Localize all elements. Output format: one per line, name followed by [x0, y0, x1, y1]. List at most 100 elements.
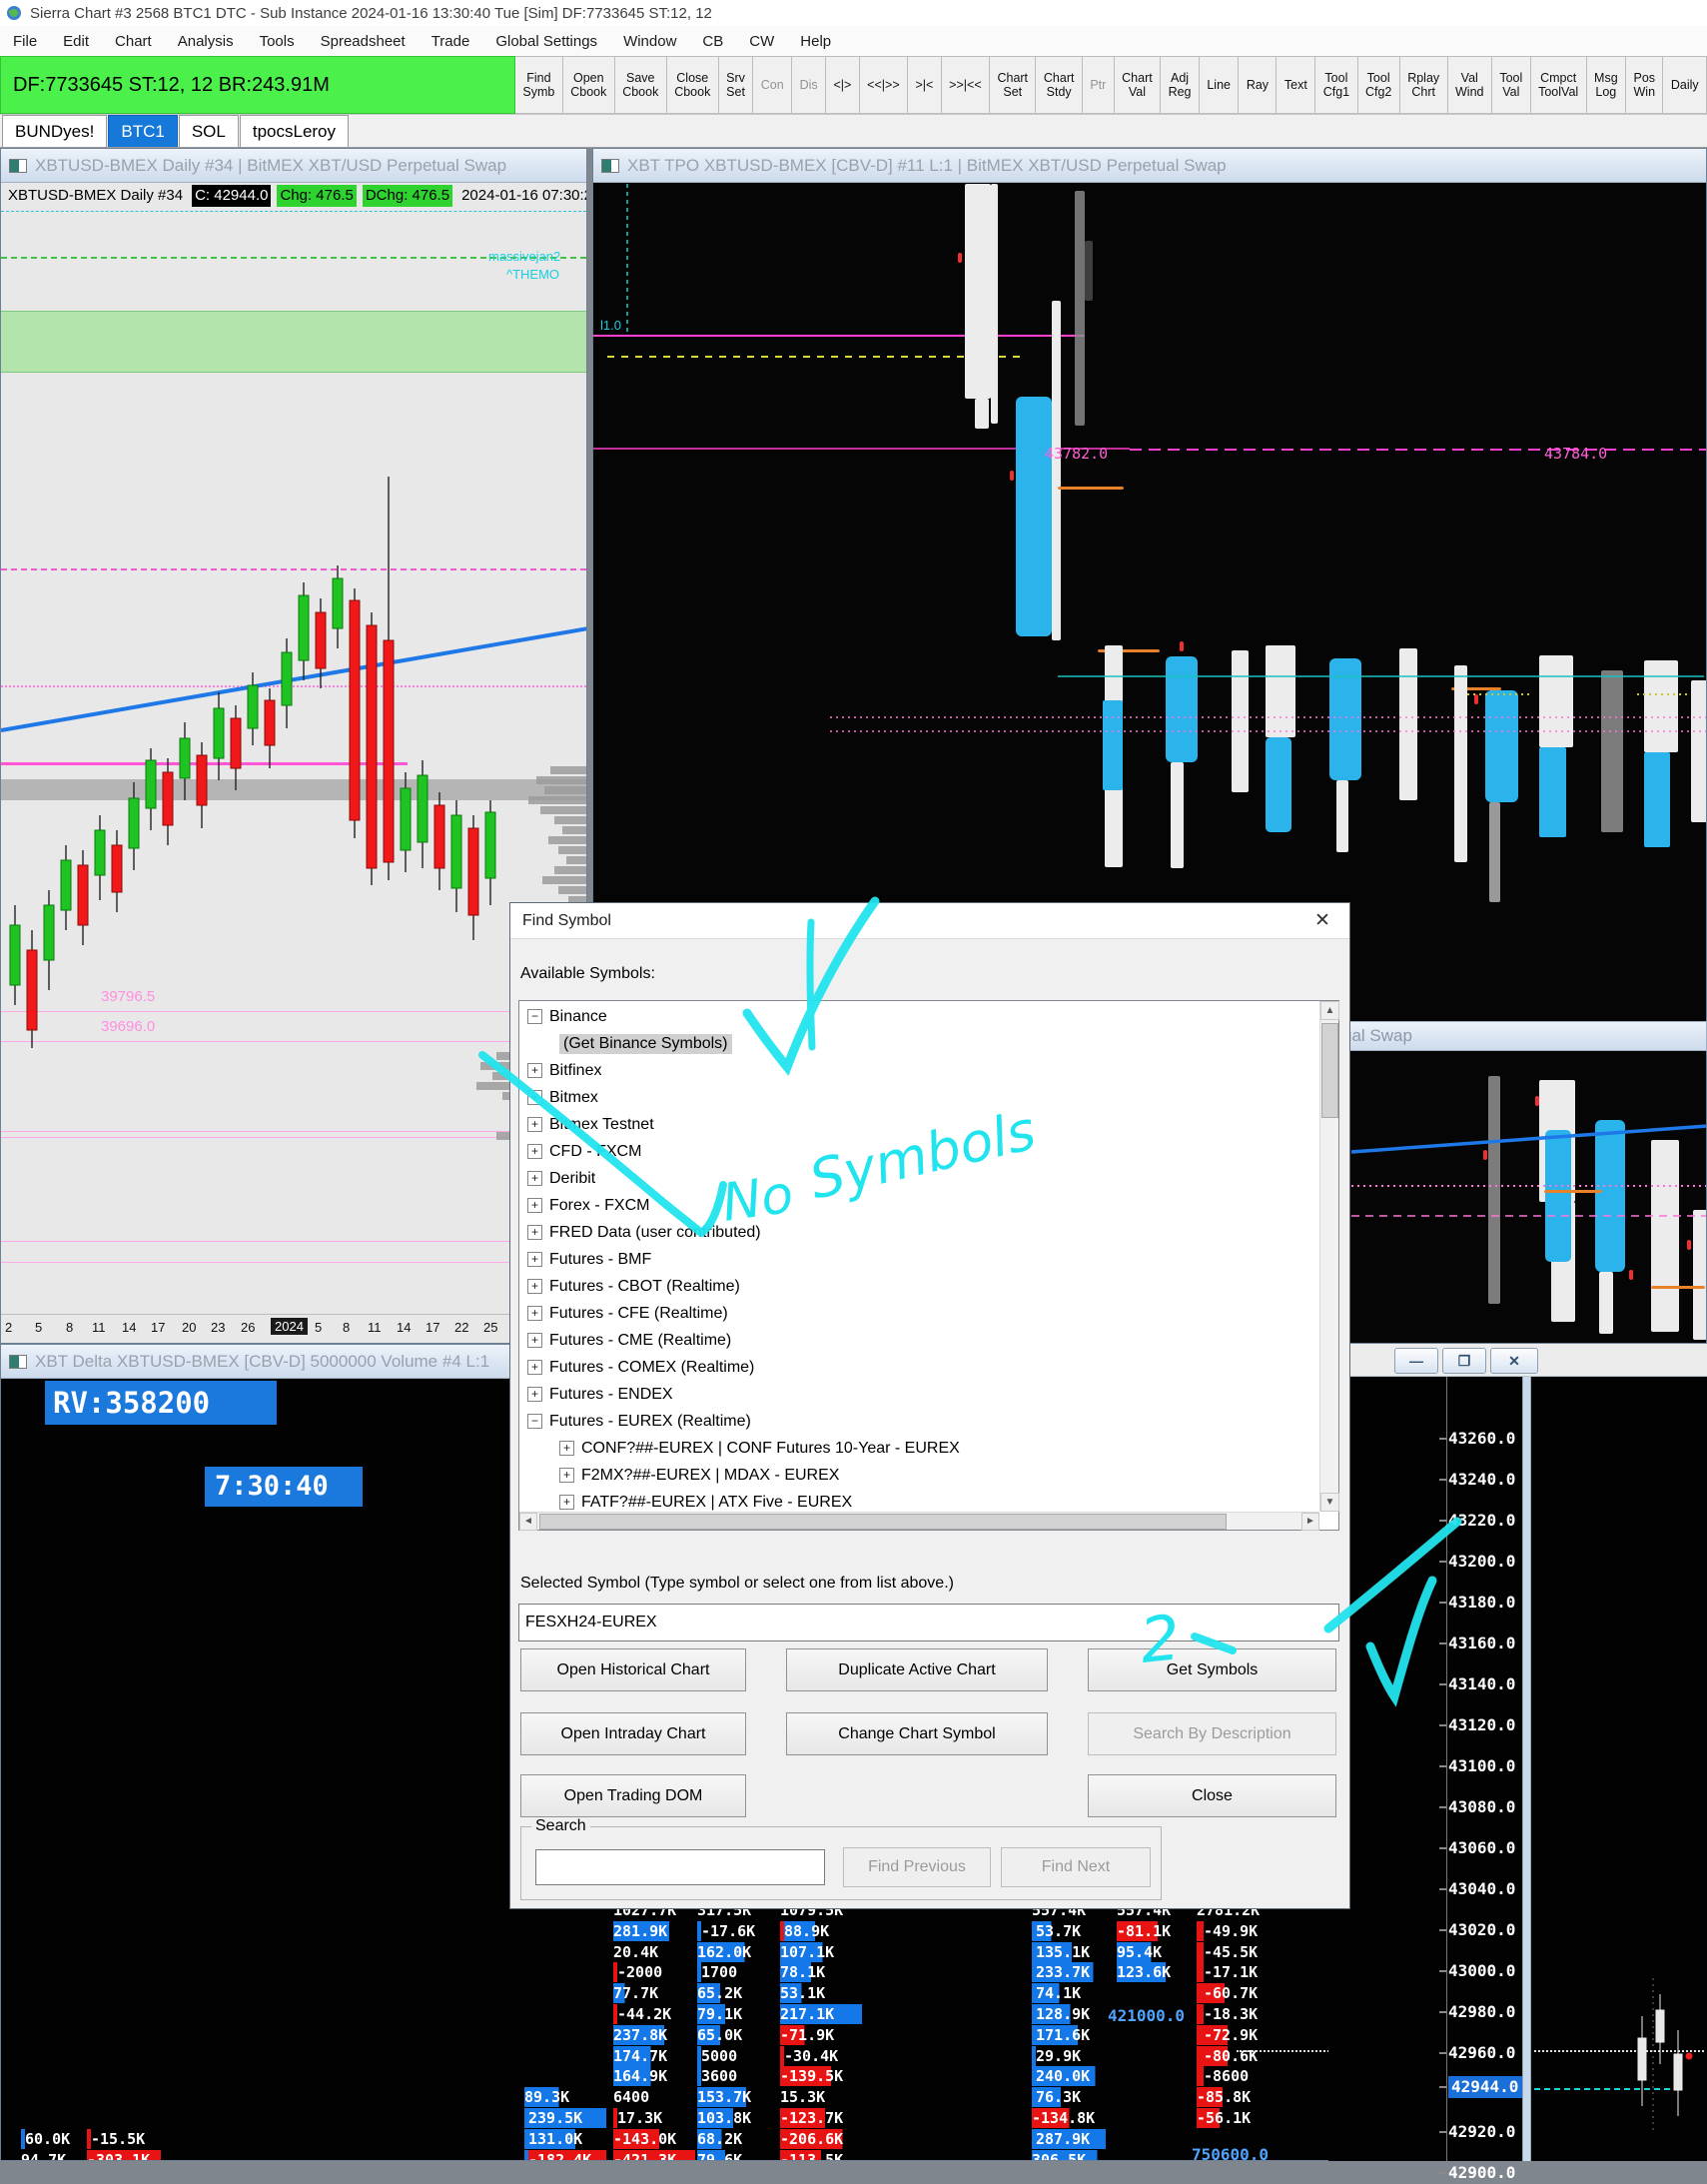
tab-bundyes[interactable]: BUNDyes!	[2, 115, 108, 147]
expand-icon[interactable]: +	[527, 1117, 542, 1132]
daily-window-title-bar[interactable]: XBTUSD-BMEX Daily #34 | BitMEX XBT/USD P…	[1, 149, 586, 183]
toolbar-button-tool-cfg1[interactable]: Tool Cfg1	[1315, 56, 1358, 114]
background-window-title-fragment[interactable]: ual Swap	[1331, 1021, 1707, 1051]
change-chart-symbol-button[interactable]: Change Chart Symbol	[786, 1712, 1048, 1755]
tree-item[interactable]: + Futures - BMF	[519, 1246, 1318, 1273]
close-button[interactable]: Close	[1088, 1774, 1336, 1817]
expand-icon[interactable]: +	[527, 1306, 542, 1321]
selected-symbol-input[interactable]	[518, 1604, 1339, 1641]
close-button[interactable]: ✕	[1490, 1348, 1538, 1374]
toolbar-button-val-wind[interactable]: Val Wind	[1447, 56, 1492, 114]
expand-icon[interactable]: +	[527, 1360, 542, 1375]
get-symbols-button[interactable]: Get Symbols	[1088, 1648, 1336, 1691]
scroll-left-icon[interactable]: ◄	[519, 1513, 537, 1531]
toolbar-button-srv-set[interactable]: Srv Set	[718, 56, 754, 114]
toolbar-button-ptr[interactable]: Ptr	[1082, 56, 1115, 114]
collapse-icon[interactable]: −	[527, 1414, 542, 1429]
tree-item[interactable]: (Get Binance Symbols)	[519, 1030, 1318, 1057]
toolbar-button-msg-log[interactable]: Msg Log	[1586, 56, 1627, 114]
dialog-close-icon[interactable]: ✕	[1314, 910, 1330, 931]
tree-item[interactable]: + FATF?##-EUREX | ATX Five - EUREX	[519, 1489, 1318, 1512]
tree-item[interactable]: − Futures - EUREX (Realtime)	[519, 1408, 1318, 1435]
collapse-icon[interactable]: −	[527, 1009, 542, 1024]
toolbar-button-save-cbook[interactable]: Save Cbook	[614, 56, 667, 114]
search-input[interactable]	[535, 1849, 825, 1885]
toolbar-button-text[interactable]: Text	[1277, 56, 1316, 114]
symbol-list-box[interactable]: − Binance (Get Binance Symbols) + Bitfinex + B…	[518, 1000, 1339, 1531]
tree-item[interactable]: + Futures - COMEX (Realtime)	[519, 1354, 1318, 1381]
expand-icon[interactable]: +	[559, 1495, 574, 1510]
menu-item-tools[interactable]: Tools	[259, 32, 295, 50]
expand-icon[interactable]: +	[527, 1198, 542, 1213]
toolbar-button-tool-val[interactable]: Tool Val	[1491, 56, 1531, 114]
tab-btc1[interactable]: BTC1	[108, 115, 178, 147]
daily-chart-body[interactable]: XBTUSD-BMEX Daily #34 C: 42944.0 Chg: 47…	[1, 183, 586, 1343]
find-next-button[interactable]: Find Next	[1001, 1847, 1151, 1887]
tab-sol[interactable]: SOL	[178, 115, 239, 147]
toolbar-button->>|<<[interactable]: >>|<<	[941, 56, 991, 114]
toolbar-button-pos-win[interactable]: Pos Win	[1626, 56, 1664, 114]
expand-icon[interactable]: +	[559, 1468, 574, 1483]
find-previous-button[interactable]: Find Previous	[843, 1847, 991, 1887]
tab-tpocsleroy[interactable]: tpocsLeroy	[239, 115, 350, 147]
toolbar-button-cmpct-toolval[interactable]: Cmpct ToolVal	[1530, 56, 1587, 114]
toolbar-button-open-cbook[interactable]: Open Cbook	[562, 56, 615, 114]
toolbar-button-find-symb[interactable]: Find Symb	[515, 56, 563, 114]
menu-item-cb[interactable]: CB	[702, 32, 724, 50]
hscroll-thumb[interactable]	[539, 1514, 1227, 1530]
menu-item-window[interactable]: Window	[623, 32, 677, 50]
expand-icon[interactable]: +	[527, 1144, 542, 1159]
expand-icon[interactable]: +	[527, 1333, 542, 1348]
toolbar-button-chart-set[interactable]: Chart Set	[990, 56, 1037, 114]
tree-item[interactable]: + Futures - ENDEX	[519, 1381, 1318, 1408]
vertical-scrollbar[interactable]: ▲ ▼	[1319, 1001, 1339, 1512]
tree-item[interactable]: + F2MX?##-EUREX | MDAX - EUREX	[519, 1462, 1318, 1489]
toolbar-button-tool-cfg2[interactable]: Tool Cfg2	[1357, 56, 1400, 114]
expand-icon[interactable]: +	[527, 1171, 542, 1186]
expand-icon[interactable]: +	[559, 1441, 574, 1456]
dom-chart-body[interactable]: 43260.0 43240.0 43220.0 43200.0 43180.0 43160…	[1328, 1377, 1707, 2182]
expand-icon[interactable]: +	[527, 1090, 542, 1105]
menu-item-file[interactable]: File	[13, 32, 38, 50]
open-trading-dom-button[interactable]: Open Trading DOM	[520, 1774, 746, 1817]
toolbar-button-con[interactable]: Con	[753, 56, 793, 114]
menu-item-analysis[interactable]: Analysis	[177, 32, 234, 50]
tree-item[interactable]: + Futures - CBOT (Realtime)	[519, 1273, 1318, 1300]
expand-icon[interactable]: +	[527, 1225, 542, 1240]
toolbar-button-<<|>>[interactable]: <<|>>	[859, 56, 909, 114]
toolbar-button-adj-reg[interactable]: Adj Reg	[1161, 56, 1200, 114]
menu-item-cw[interactable]: CW	[749, 32, 775, 50]
menu-item-help[interactable]: Help	[800, 32, 832, 50]
tree-item[interactable]: + CFD - FXCM	[519, 1138, 1318, 1165]
minimize-button[interactable]: —	[1394, 1348, 1438, 1374]
toolbar-button-daily[interactable]: Daily	[1663, 56, 1707, 114]
expand-icon[interactable]: +	[527, 1252, 542, 1267]
dialog-title-bar[interactable]: Find Symbol ✕	[510, 903, 1349, 939]
toolbar-button-chart-val[interactable]: Chart Val	[1114, 56, 1162, 114]
tree-item[interactable]: + CONF?##-EUREX | CONF Futures 10-Year - …	[519, 1435, 1318, 1462]
expand-icon[interactable]: +	[527, 1279, 542, 1294]
menu-item-global-settings[interactable]: Global Settings	[495, 32, 598, 50]
toolbar-button-rplay-chrt[interactable]: Rplay Chrt	[1399, 56, 1448, 114]
toolbar-button-line[interactable]: Line	[1199, 56, 1240, 114]
menu-item-chart[interactable]: Chart	[115, 32, 152, 50]
scroll-up-icon[interactable]: ▲	[1320, 1001, 1339, 1020]
tpo-window-title-bar[interactable]: XBT TPO XBTUSD-BMEX [CBV-D] #11 L:1 | Bi…	[593, 149, 1706, 183]
expand-icon[interactable]: +	[527, 1063, 542, 1078]
toolbar-button-chart-stdy[interactable]: Chart Stdy	[1036, 56, 1083, 114]
menu-item-edit[interactable]: Edit	[63, 32, 90, 50]
vscroll-thumb[interactable]	[1321, 1023, 1338, 1118]
toolbar-button->|<[interactable]: >|<	[908, 56, 942, 114]
tree-item[interactable]: + Forex - FXCM	[519, 1192, 1318, 1219]
scroll-right-icon[interactable]: ►	[1301, 1513, 1319, 1531]
toolbar-button-dis[interactable]: Dis	[792, 56, 827, 114]
tree-item[interactable]: + Deribit	[519, 1165, 1318, 1192]
duplicate-active-chart-button[interactable]: Duplicate Active Chart	[786, 1648, 1048, 1691]
toolbar-button-<|>[interactable]: <|>	[826, 56, 860, 114]
tree-item[interactable]: + Futures - CME (Realtime)	[519, 1327, 1318, 1354]
tree-item[interactable]: + FRED Data (user contributed)	[519, 1219, 1318, 1246]
search-by-description-button[interactable]: Search By Description	[1088, 1712, 1336, 1755]
menu-item-spreadsheet[interactable]: Spreadsheet	[320, 32, 406, 50]
maximize-button[interactable]: ❐	[1442, 1348, 1486, 1374]
tree-item[interactable]: + Futures - CFE (Realtime)	[519, 1300, 1318, 1327]
